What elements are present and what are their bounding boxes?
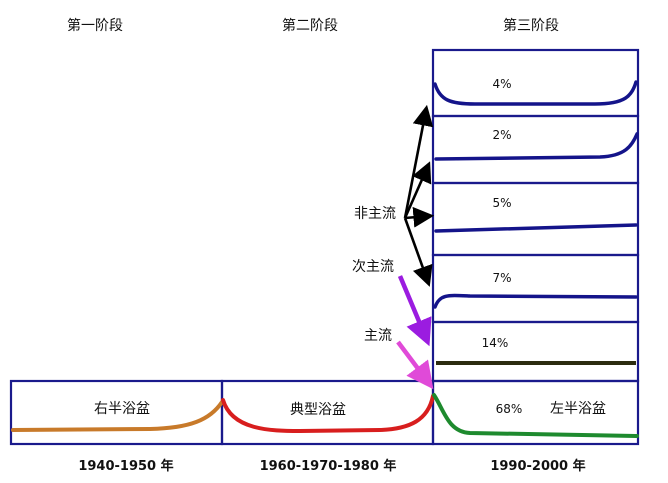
- curve-stack-4: [433, 293, 638, 309]
- arrow-to-stack-2: [403, 161, 432, 219]
- stack-box-5: [431, 320, 640, 383]
- pct-stack-2: 2%: [492, 128, 511, 142]
- arrows-non-mainstream: [403, 104, 435, 287]
- stack-box-4: [431, 253, 640, 324]
- arrow-mainstream: [396, 340, 434, 390]
- arrow-secondary: [397, 275, 432, 347]
- pct-stack-3: 5%: [492, 196, 511, 210]
- year-third: 1990-2000 年: [490, 458, 585, 474]
- stack-box-1: [431, 48, 640, 118]
- label-mainstream: 主流: [364, 328, 392, 344]
- label-right-half-tub: 右半浴盆: [94, 401, 150, 417]
- year-second: 1960-1970-1980 年: [260, 458, 397, 474]
- stage-title-second: 第二阶段: [282, 17, 338, 34]
- curve-stack-2: [434, 132, 639, 161]
- arrow-to-stack-3: [404, 206, 435, 228]
- stage-title-first: 第一阶段: [67, 17, 123, 34]
- curve-stack-1: [433, 80, 638, 106]
- label-non-mainstream: 非主流: [354, 206, 396, 222]
- label-left-half-pct: 68%: [496, 402, 523, 416]
- label-typical-tub: 典型浴盆: [290, 402, 346, 418]
- pct-stack-4: 7%: [492, 271, 511, 285]
- curve-left-half-tub: [432, 393, 639, 438]
- label-left-half-tub: 左半浴盆: [550, 401, 606, 417]
- arrow-to-stack-1: [403, 104, 434, 219]
- stage-title-third: 第三阶段: [503, 17, 559, 34]
- curve-right-half-tub: [11, 400, 224, 432]
- curve-typical-tub: [221, 394, 435, 434]
- curve-stack-3: [434, 223, 638, 233]
- year-first: 1940-1950 年: [78, 458, 173, 474]
- label-secondary: 次主流: [352, 259, 394, 275]
- arrow-to-stack-4: [403, 217, 433, 287]
- stack-box-2: [431, 114, 640, 185]
- pct-stack-1: 4%: [492, 77, 511, 91]
- stack-box-3: [431, 181, 640, 257]
- pct-stack-5: 14%: [482, 336, 509, 350]
